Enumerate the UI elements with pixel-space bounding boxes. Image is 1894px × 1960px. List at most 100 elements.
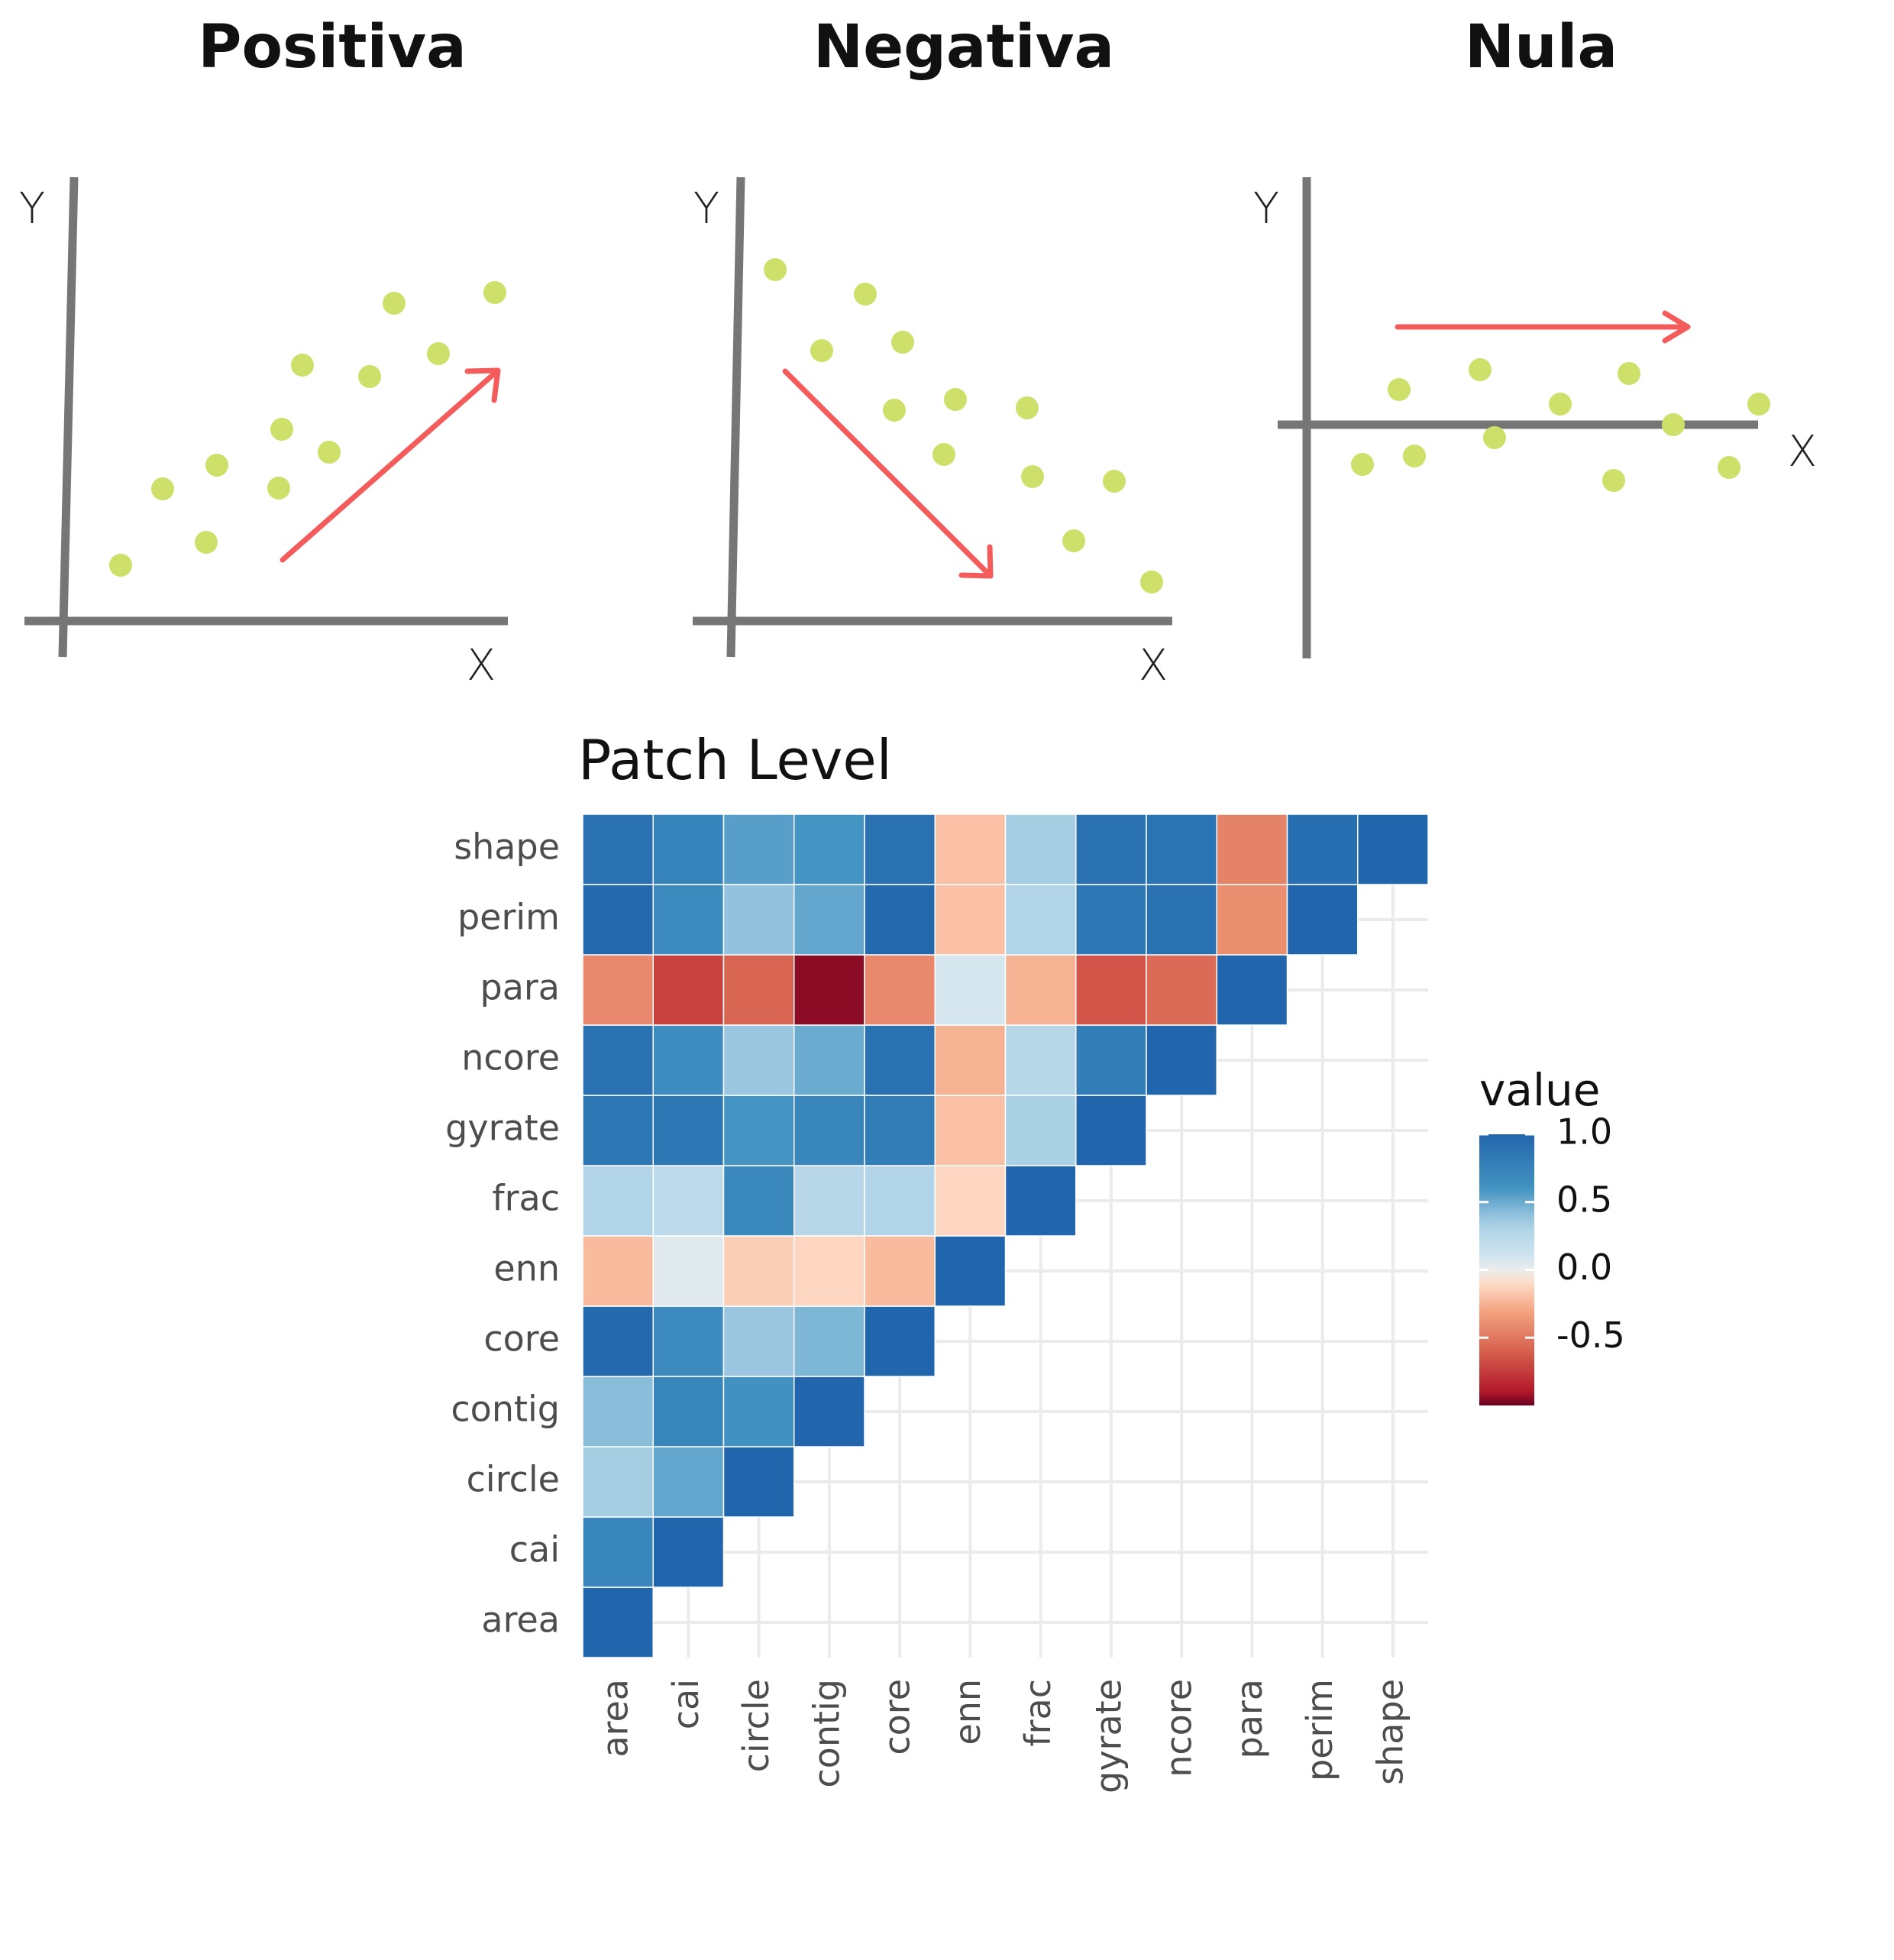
scatter-point [1718,456,1740,479]
scatter-point [1549,393,1572,416]
y-axis-line [726,176,745,658]
heatmap-cell-perim-frac [1004,884,1077,956]
scatter-point [427,342,450,365]
heatmap-cell-enn-circle [722,1235,795,1307]
x-tick-label: ncore [1159,1679,1200,1777]
heatmap-cell-gyrate-core [864,1095,936,1166]
y-tick-label: para [480,967,561,1008]
heatmap-cell-cai-cai [652,1516,725,1588]
heatmap-cell-shape-ncore [1146,813,1217,885]
x-axis-letter: X [1139,641,1168,691]
scatter-point [1747,393,1770,416]
y-axis-letter: Y [19,184,45,234]
heatmap-cell-ncore-ncore [1146,1024,1217,1096]
y-axis-line [58,176,79,658]
x-tick-label: enn [947,1679,988,1745]
scatter-point [1602,469,1625,492]
heatmap-cell-perim-gyrate [1075,884,1147,956]
heatmap-cell-shape-area [582,813,654,885]
scatter-point [1021,465,1044,488]
scatter-point [1662,413,1685,436]
scatter-point [883,399,906,422]
y-tick-label: ncore [461,1037,560,1079]
y-tick-label: perim [457,897,560,938]
y-tick-label: enn [493,1248,560,1289]
scatter-point [1403,445,1426,467]
scatter-point [270,418,293,441]
legend-title: value [1479,1064,1600,1116]
heatmap-cell-ncore-frac [1004,1024,1077,1096]
x-tick-label: core [877,1679,918,1755]
x-tick-label: circle [735,1679,777,1772]
scatter-point [1469,358,1492,381]
trend-arrow-head [1662,310,1691,344]
heatmap-cell-area-area [582,1586,654,1658]
y-tick-label: shape [454,826,560,868]
legend-tick-label: 0.0 [1556,1247,1612,1288]
heatmap-cell-shape-para [1216,813,1288,885]
correlation-examples: Positiva Y X Negativa Y X Nula Y X [19,13,1817,691]
heatmap-cell-core-contig [793,1305,865,1377]
scatter-panel-positiva: Positiva Y X [19,13,508,691]
heatmap-cell-para-area [582,954,654,1026]
trend-arrow-line [782,368,994,579]
scatter-point [267,477,290,500]
heatmap-cell-gyrate-area [582,1095,654,1166]
y-axis-letter: Y [1253,184,1279,234]
heatmap-cell-shape-enn [934,813,1007,885]
heatmap-cell-frac-frac [1004,1165,1077,1237]
heatmap-cell-perim-ncore [1146,884,1217,956]
heatmap-cell-frac-area [582,1165,654,1237]
heatmap-cell-ncore-area [582,1024,654,1096]
y-axis-letter: Y [693,184,719,234]
trend-arrow-head [464,367,501,403]
x-tick-label: para [1229,1679,1270,1759]
scatter-point [932,443,955,466]
heatmap-cell-shape-core [864,813,936,885]
y-tick-label: frac [492,1178,560,1219]
heatmap-cell-ncore-contig [793,1024,865,1096]
heatmap-cell-shape-perim [1286,813,1359,885]
scatter-point [1351,453,1374,476]
scatter-point [383,292,406,315]
heatmap-cell-para-cai [652,954,725,1026]
heatmap-cell-perim-perim [1286,884,1359,956]
heatmap-cell-core-cai [652,1305,725,1377]
scatter-point [891,331,914,354]
y-tick-label: cai [509,1529,560,1570]
scatter-panel-negativa: Negativa Y X [693,13,1172,691]
heatmap-cell-shape-shape [1357,813,1429,885]
x-tick-label: area [595,1679,636,1758]
heatmap-cell-enn-enn [934,1235,1007,1307]
scatter-point [1618,362,1640,385]
y-tick-label: core [483,1318,560,1360]
heatmap-cell-perim-area [582,884,654,956]
heatmap-cell-para-enn [934,954,1007,1026]
heatmap-cell-circle-circle [722,1446,795,1518]
heatmap-cell-frac-enn [934,1165,1007,1237]
legend-tick-label: 0.5 [1556,1179,1612,1220]
heatmap-cell-circle-cai [652,1446,725,1518]
trend-arrow-head [958,544,994,579]
scatter-point [1062,529,1085,552]
heatmap-cell-core-core [864,1305,936,1377]
y-tick-label: gyrate [445,1108,560,1149]
x-tick-label: shape [1369,1679,1411,1785]
scatter-point [291,354,314,377]
heatmap-cell-ncore-core [864,1024,936,1096]
y-tick-label: circle [467,1459,560,1500]
heatmap-cell-shape-contig [793,813,865,885]
heatmap-cell-contig-contig [793,1376,865,1447]
x-tick-label: cai [665,1679,706,1729]
heatmap-cells [582,813,1429,1658]
heatmap-cell-perim-enn [934,884,1007,956]
scatter-point [1140,571,1163,593]
legend-tick-label: 1.0 [1556,1111,1612,1153]
panel-title: Positiva [198,13,466,82]
scatter-point [944,388,967,411]
heatmap-cell-perim-para [1216,884,1288,956]
heatmap-cell-perim-contig [793,884,865,956]
heatmap-cell-enn-cai [652,1235,725,1307]
y-tick-label: contig [451,1389,560,1430]
